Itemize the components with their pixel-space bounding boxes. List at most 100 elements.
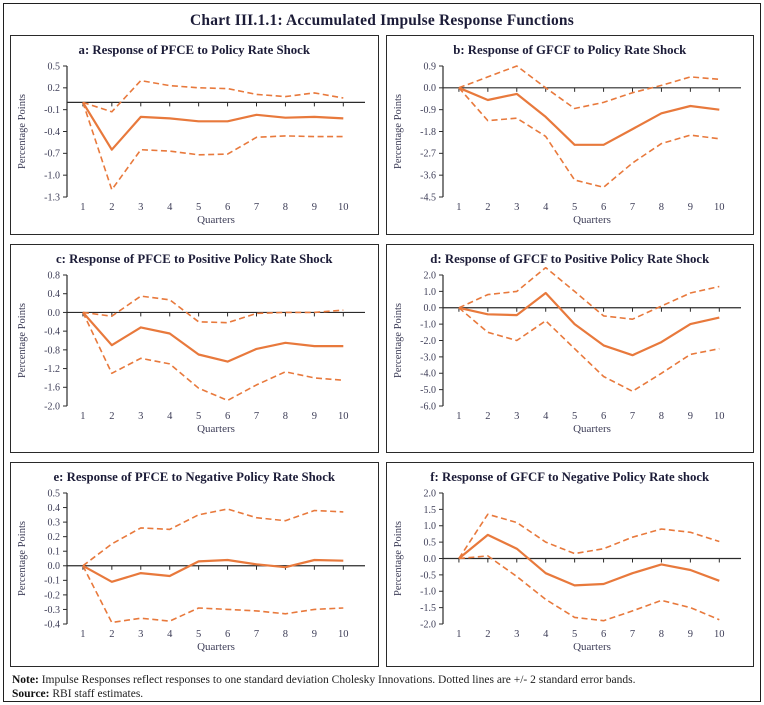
y-tick-label: -0.9 (420, 105, 436, 116)
y-tick-label: -0.8 (44, 345, 60, 356)
y-tick-label: 0.0 (48, 308, 61, 319)
note-label: Note: (12, 674, 39, 686)
y-tick-label: 0.0 (423, 83, 436, 94)
panel-e: e: Response of PFCE to Negative Policy R… (10, 462, 379, 667)
chart-canvas-d: 2.0 1.0 0.0 -1.0 -2.0 -3.0 -4.0 -5.0 -6.0 1 2 3 4 5 6 7… (393, 267, 741, 435)
x-tick-label: 4 (167, 411, 173, 422)
x-tick-label: 9 (312, 202, 317, 213)
upper-band-line (82, 508, 344, 567)
y-tick-label: -1.8 (420, 127, 436, 138)
x-tick-label: 3 (514, 202, 519, 213)
x-tick-label: 10 (338, 202, 349, 213)
x-tick-label: 9 (687, 411, 692, 422)
x-tick-label: 9 (312, 629, 317, 640)
y-tick-label: -5.0 (420, 385, 436, 396)
y-tick-label: -1.2 (44, 364, 60, 375)
x-axis-title: Quarters (197, 641, 235, 653)
x-tick-label: 2 (109, 202, 114, 213)
x-tick-label: 1 (456, 629, 461, 640)
x-tick-label: 9 (687, 202, 692, 213)
x-tick-label: 9 (312, 411, 317, 422)
y-tick-label: -2.0 (44, 401, 60, 412)
x-tick-label: 2 (485, 411, 490, 422)
mean-line (458, 86, 720, 146)
note-text: Impulse Responses reflect responses to o… (41, 674, 636, 686)
x-tick-label: 2 (109, 411, 114, 422)
y-tick-label: 0.5 (48, 61, 61, 72)
x-tick-label: 9 (687, 629, 692, 640)
x-tick-label: 6 (601, 411, 606, 422)
x-axis-title: Quarters (573, 423, 611, 435)
x-tick-label: 10 (714, 411, 725, 422)
x-tick-label: 8 (659, 629, 664, 640)
y-tick-label: 0.1 (48, 547, 61, 558)
x-tick-label: 3 (514, 411, 519, 422)
y-tick-label: 0.0 (423, 303, 436, 314)
y-axis-title: Percentage Points (393, 521, 404, 596)
panel-a-title: a: Response of PFCE to Policy Rate Shock (78, 43, 310, 57)
x-tick-label: 3 (514, 629, 519, 640)
lower-band-line (82, 102, 344, 191)
upper-band-line (458, 267, 720, 321)
upper-band-line (458, 65, 720, 110)
mean-line (82, 558, 344, 583)
y-tick-label: 2.0 (423, 270, 436, 281)
y-tick-label: -2.0 (420, 619, 436, 630)
y-tick-label: -0.4 (44, 127, 60, 138)
x-tick-label: 1 (81, 411, 86, 422)
footnote: Note: Impulse Responses reflect response… (10, 667, 754, 702)
x-tick-label: 1 (456, 202, 461, 213)
y-tick-label: -3.6 (420, 171, 436, 182)
x-tick-label: 8 (659, 202, 664, 213)
y-tick-label: 0.0 (423, 554, 436, 565)
upper-band-line (83, 295, 344, 324)
source-text: RBI staff estimates. (52, 688, 144, 701)
x-tick-label: 2 (485, 629, 490, 640)
x-tick-label: 7 (254, 202, 259, 213)
source-line: Source: RBI staff estimates. (12, 687, 752, 701)
y-tick-label: -0.3 (44, 605, 60, 616)
panel-c-title: c: Response of PFCE to Positive Policy R… (55, 252, 333, 266)
x-tick-label: 6 (225, 411, 230, 422)
chart-canvas-a: 0.5 0.2 -0.1 -0.4 -0.7 -1.0 -1.3 1 2 3 4 5 6 7 8 9 10 Qua… (17, 61, 366, 226)
y-tick-label: 0.3 (48, 518, 61, 529)
upper-band-line (82, 79, 344, 113)
x-axis-title: Quarters (573, 214, 611, 226)
y-tick-label: -1.6 (44, 383, 60, 394)
x-axis-title: Quarters (197, 214, 235, 226)
x-tick-label: 2 (109, 629, 114, 640)
x-tick-label: 7 (254, 629, 259, 640)
x-tick-label: 4 (543, 202, 549, 213)
source-label: Source: (12, 688, 50, 701)
x-axis-title: Quarters (197, 423, 235, 435)
x-tick-label: 7 (254, 411, 259, 422)
chart-frame: Chart III.1.1: Accumulated Impulse Respo… (3, 3, 761, 702)
x-tick-label: 8 (283, 629, 288, 640)
x-tick-label: 1 (81, 202, 86, 213)
x-tick-label: 6 (601, 629, 606, 640)
y-tick-label: -1.5 (420, 603, 436, 614)
x-tick-label: 4 (543, 629, 549, 640)
y-tick-label: -0.4 (44, 327, 60, 338)
x-axis-title: Quarters (573, 641, 611, 653)
panel-d-title: d: Response of GFCF to Positive Policy R… (430, 252, 710, 266)
lower-band-line (458, 87, 720, 189)
x-tick-label: 3 (138, 411, 143, 422)
x-tick-label: 5 (196, 629, 201, 640)
y-tick-label: -4.5 (420, 192, 436, 203)
y-tick-label: -0.2 (44, 590, 60, 601)
x-tick-label: 6 (225, 202, 230, 213)
chart-canvas-c: 0.8 0.4 0.0 -0.4 -0.8 -1.2 -1.6 -2.0 1 2 3 4 5 6 7 8 9 10… (17, 270, 366, 435)
x-tick-label: 5 (196, 411, 201, 422)
panel-f-title: f: Response of GFCF to Negative Policy R… (430, 470, 710, 484)
x-tick-label: 8 (283, 411, 288, 422)
y-tick-label: -0.1 (44, 576, 60, 587)
y-tick-label: -2.0 (420, 336, 436, 347)
y-axis-title: Percentage Points (393, 303, 404, 378)
x-tick-label: 1 (456, 411, 461, 422)
y-tick-label: 2.0 (423, 488, 436, 499)
y-tick-label: 0.8 (48, 270, 61, 281)
page-title: Chart III.1.1: Accumulated Impulse Respo… (190, 12, 574, 29)
x-tick-label: 8 (659, 411, 664, 422)
upper-band-line (457, 513, 720, 560)
